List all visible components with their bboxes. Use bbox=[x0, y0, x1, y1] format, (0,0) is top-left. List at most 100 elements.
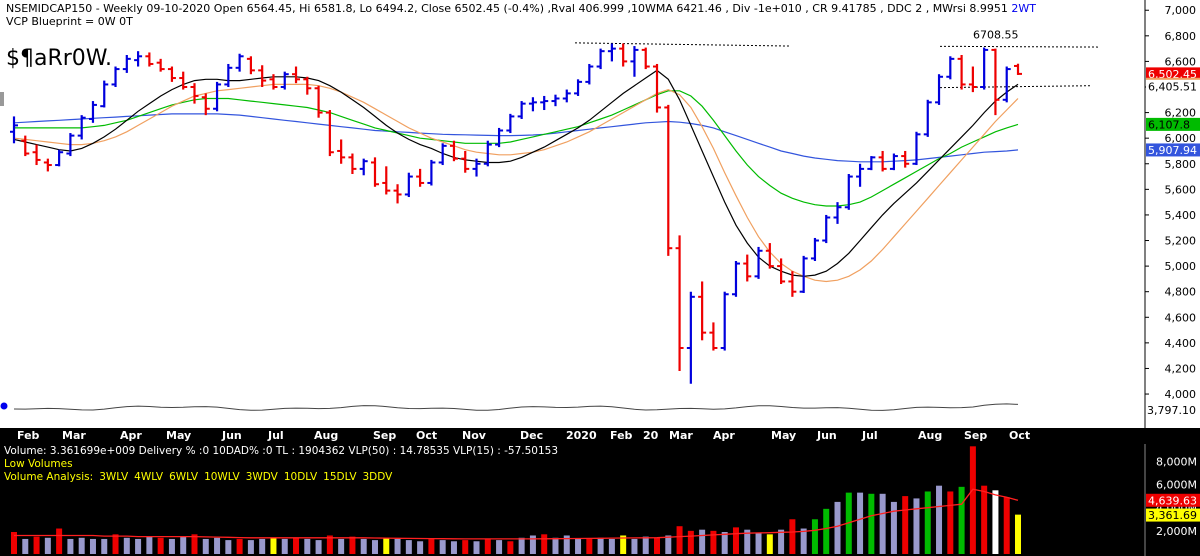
volume-bar bbox=[383, 537, 390, 554]
ohlc-bar bbox=[190, 83, 199, 104]
volume-bar bbox=[744, 529, 751, 554]
volume-bar bbox=[22, 538, 29, 554]
price-tick-label: 4,400 bbox=[1165, 337, 1197, 350]
ohlc-bar bbox=[224, 63, 233, 87]
volume-bar bbox=[947, 491, 954, 554]
chart-header: NSEMIDCAP150 - Weekly 09-10-2020 Open 65… bbox=[6, 2, 1036, 15]
oscillator-line bbox=[13, 403, 1019, 411]
volume-bar bbox=[123, 537, 130, 554]
ohlc-bar bbox=[991, 48, 1000, 116]
date-axis-label: Dec bbox=[520, 429, 544, 442]
volume-bar bbox=[146, 536, 153, 554]
volume-analysis-item: 3DDV bbox=[362, 471, 393, 483]
price-tick-label: 5,800 bbox=[1165, 158, 1197, 171]
volume-bar bbox=[665, 535, 672, 554]
volume-analysis-item: 15DLV bbox=[323, 471, 357, 483]
ohlc-bar bbox=[968, 66, 977, 93]
price-tag: 6,405.51 bbox=[1146, 79, 1200, 93]
volume-tag: 4,639.63 bbox=[1146, 493, 1200, 507]
header-text: NSEMIDCAP150 - Weekly 09-10-2020 Open 65… bbox=[6, 2, 1008, 15]
price-tick-label: 7,000 bbox=[1165, 4, 1197, 17]
volume-bar bbox=[868, 493, 875, 554]
volume-bar bbox=[811, 519, 818, 554]
ohlc-bar bbox=[731, 260, 740, 297]
volume-bar bbox=[631, 538, 638, 554]
ohlc-bar bbox=[134, 51, 143, 67]
volume-bar bbox=[563, 535, 570, 554]
ohlc-bar bbox=[709, 322, 718, 351]
volume-bar bbox=[518, 537, 525, 554]
volume-bar bbox=[304, 538, 311, 554]
volume-tick-label: 6,000M bbox=[1156, 479, 1197, 492]
ohlc-bar bbox=[88, 101, 97, 123]
date-axis-label: Jul bbox=[268, 429, 284, 442]
ohlc-bar bbox=[258, 65, 267, 87]
volume-bar bbox=[642, 536, 649, 554]
price-tick-label: 5,400 bbox=[1165, 209, 1197, 222]
volume-bar bbox=[676, 526, 683, 554]
volume-bar bbox=[800, 528, 807, 554]
volume-bar bbox=[326, 535, 333, 554]
ohlc-bar bbox=[382, 166, 391, 195]
ohlc-bar bbox=[393, 184, 402, 204]
price-tick-label: 6,000 bbox=[1165, 132, 1197, 145]
volume-bar bbox=[766, 534, 773, 554]
ohlc-bar bbox=[844, 173, 853, 210]
volume-bar bbox=[924, 491, 931, 554]
ohlc-bar bbox=[213, 81, 222, 112]
ohlc-bar bbox=[540, 95, 549, 111]
volume-bar bbox=[450, 541, 457, 554]
volume-bar bbox=[857, 492, 864, 554]
price-chart[interactable]: 7,0006,8006,6006,4006,2006,0005,8005,600… bbox=[0, 0, 1200, 428]
ohlc-bar bbox=[585, 63, 594, 85]
low-volumes-text: Low Volumes bbox=[4, 458, 73, 470]
volume-bar bbox=[56, 528, 63, 554]
volume-bar bbox=[157, 537, 164, 554]
ohlc-bar bbox=[923, 99, 932, 137]
volume-bar bbox=[710, 530, 717, 554]
price-tag: 6,502.45 bbox=[1146, 67, 1200, 81]
volume-tick-label: 8,000M bbox=[1156, 455, 1197, 468]
volume-tag: 3,361.69 bbox=[1146, 508, 1200, 522]
date-axis-label: Jun bbox=[222, 429, 242, 442]
ohlc-bar bbox=[720, 291, 729, 351]
volume-bar bbox=[1003, 497, 1010, 554]
price-tag-bg bbox=[1146, 67, 1200, 81]
price-tick-label: 4,200 bbox=[1165, 362, 1197, 375]
volume-bar bbox=[315, 540, 322, 554]
ohlc-bar bbox=[370, 157, 379, 187]
volume-bar bbox=[936, 485, 943, 554]
ohlc-bar bbox=[641, 47, 650, 70]
date-axis-label: Feb bbox=[17, 429, 40, 442]
volume-bar bbox=[732, 527, 739, 554]
ohlc-bar bbox=[630, 46, 639, 77]
date-axis-label: Feb bbox=[610, 429, 633, 442]
ohlc-bar bbox=[912, 131, 921, 166]
volume-bar bbox=[473, 541, 480, 554]
volume-bar bbox=[721, 532, 728, 554]
ohlc-bar bbox=[201, 93, 210, 116]
ohlc-bar bbox=[528, 97, 537, 112]
price-tag-bg bbox=[1146, 79, 1200, 93]
volume-info-text: Volume: 3.361699e+009 Delivery % :0 10DA… bbox=[4, 445, 559, 457]
ohlc-bar bbox=[43, 158, 52, 172]
price-tag-label: 6,107.8 bbox=[1148, 118, 1190, 131]
ohlc-bar bbox=[156, 58, 165, 72]
price-tick-label: 5,000 bbox=[1165, 260, 1197, 273]
ohlc-bar bbox=[765, 243, 774, 269]
ohlc-bar bbox=[179, 71, 188, 90]
volume-tag-bg bbox=[1146, 508, 1200, 522]
ohlc-bar bbox=[562, 89, 571, 103]
ohlc-bar bbox=[1002, 66, 1011, 103]
volume-analysis-label: Volume Analysis: bbox=[4, 471, 94, 483]
volume-bar bbox=[597, 537, 604, 554]
volume-bar bbox=[834, 501, 841, 554]
ohlc-bar bbox=[280, 71, 289, 90]
volume-analysis-item: 3WDV bbox=[245, 471, 278, 483]
ohlc-bar bbox=[935, 74, 944, 105]
price-tag-bg bbox=[1146, 117, 1200, 131]
volume-bar bbox=[371, 540, 378, 554]
volume-bar bbox=[67, 538, 74, 554]
volume-bar bbox=[281, 538, 288, 554]
